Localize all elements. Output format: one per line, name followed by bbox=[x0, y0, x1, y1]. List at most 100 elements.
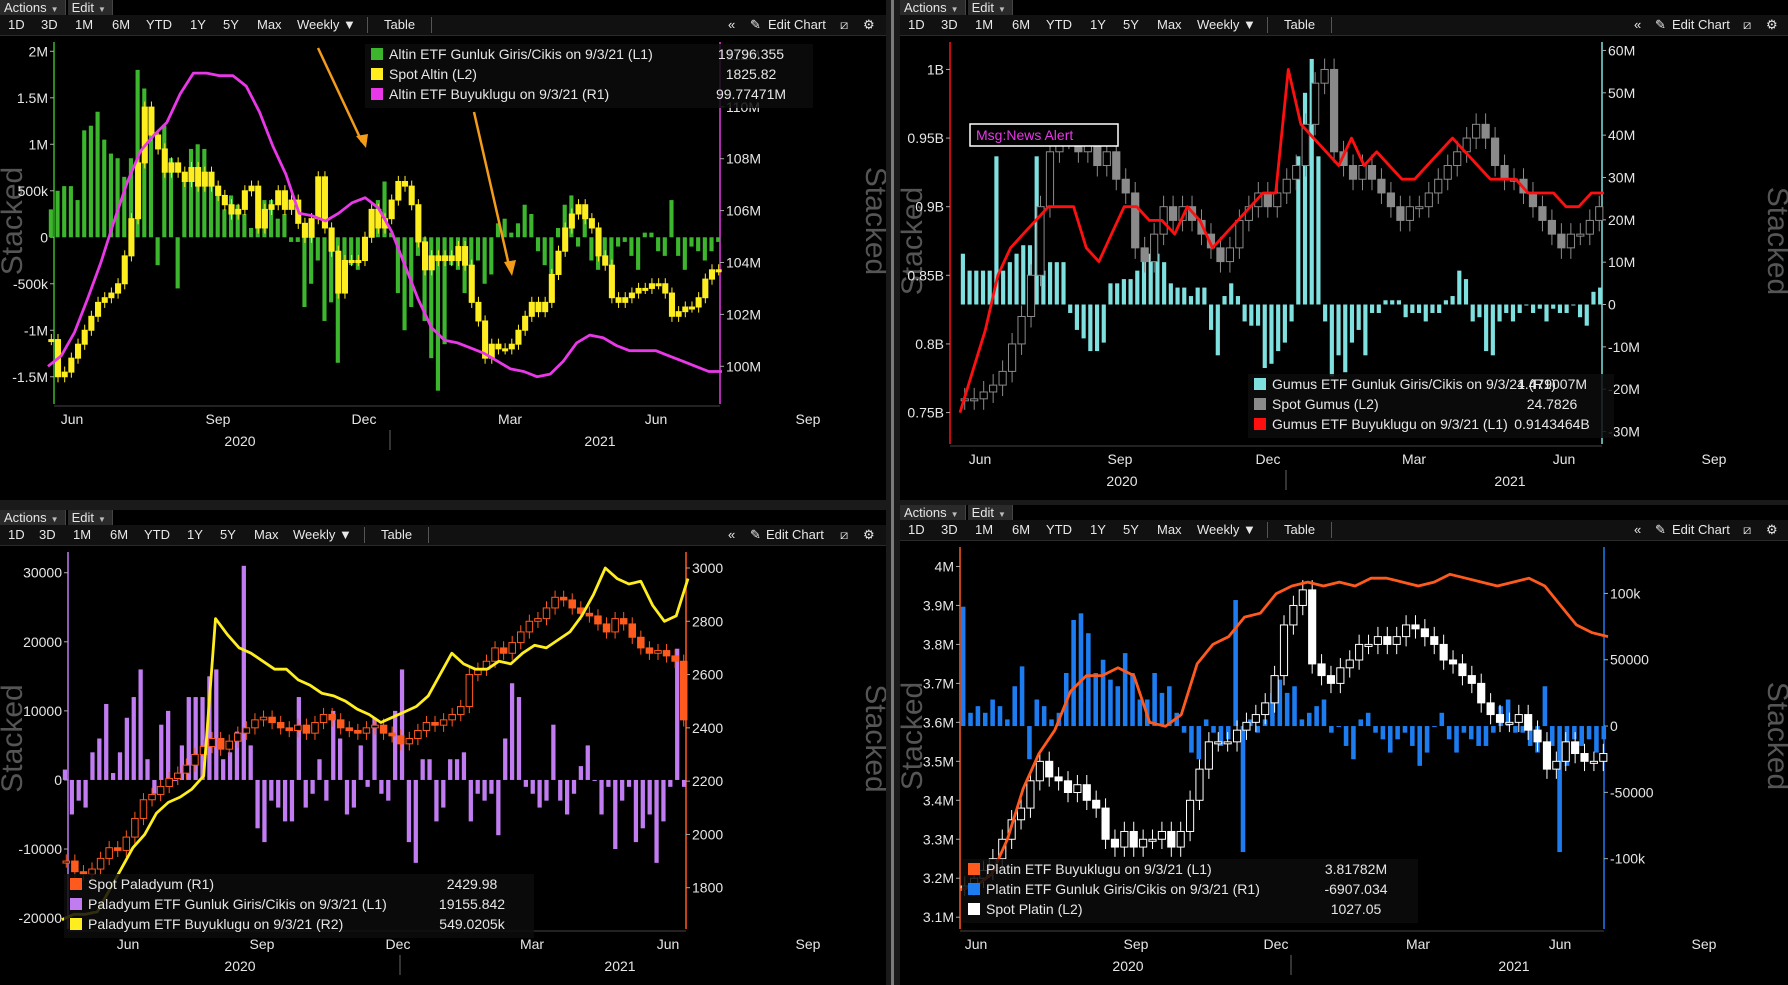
table-button[interactable]: Table bbox=[1267, 522, 1333, 538]
range-1m[interactable]: 1M bbox=[75, 17, 94, 32]
range-5y[interactable]: 5Y bbox=[1123, 17, 1139, 32]
collapse-icon[interactable]: « bbox=[1634, 17, 1642, 32]
price-candle bbox=[1533, 729, 1542, 743]
edit-chart-button[interactable]: Edit Chart bbox=[1672, 522, 1730, 537]
flow-bar bbox=[558, 779, 563, 801]
collapse-icon[interactable]: « bbox=[1634, 522, 1642, 537]
range-ytd[interactable]: YTD bbox=[1046, 17, 1072, 32]
price-candle bbox=[148, 106, 155, 136]
range-1m[interactable]: 1M bbox=[975, 17, 994, 32]
left-axis-tick-label: -20000 bbox=[18, 910, 62, 926]
range-1m[interactable]: 1M bbox=[975, 522, 994, 537]
range-3d[interactable]: 3D bbox=[941, 17, 958, 32]
range-max[interactable]: Max bbox=[1157, 522, 1182, 537]
collapse-icon[interactable]: « bbox=[728, 527, 736, 542]
range-1y[interactable]: 1Y bbox=[187, 527, 203, 542]
range-6m[interactable]: 6M bbox=[1012, 17, 1031, 32]
edit-chart-button[interactable]: Edit Chart bbox=[768, 17, 826, 32]
price-candle bbox=[534, 618, 542, 622]
frequency-dropdown[interactable]: Weekly ▼ bbox=[297, 17, 356, 32]
price-candle bbox=[548, 273, 555, 303]
range-5y[interactable]: 5Y bbox=[223, 17, 239, 32]
flow-bar bbox=[640, 779, 645, 829]
frequency-dropdown[interactable]: Weekly ▼ bbox=[1197, 17, 1256, 32]
range-3d[interactable]: 3D bbox=[39, 527, 56, 542]
flow-bar bbox=[502, 218, 507, 238]
gear-icon[interactable]: ⚙ bbox=[863, 17, 875, 32]
actions-menu[interactable]: Actions ▼ bbox=[0, 0, 66, 15]
gear-icon[interactable]: ⚙ bbox=[1766, 522, 1778, 537]
annotate-icon[interactable]: ⧄ bbox=[840, 527, 849, 542]
range-ytd[interactable]: YTD bbox=[1046, 522, 1072, 537]
frequency-dropdown[interactable]: Weekly ▼ bbox=[293, 527, 352, 542]
range-1m[interactable]: 1M bbox=[73, 527, 92, 542]
range-1y[interactable]: 1Y bbox=[1090, 522, 1106, 537]
table-button[interactable]: Table bbox=[1267, 17, 1333, 33]
price-candle bbox=[1129, 830, 1138, 848]
flow-bar bbox=[496, 779, 501, 836]
flow-bar bbox=[661, 779, 666, 822]
frequency-dropdown[interactable]: Weekly ▼ bbox=[1197, 522, 1256, 537]
range-3d[interactable]: 3D bbox=[941, 522, 958, 537]
price-candle bbox=[81, 329, 88, 345]
range-1d[interactable]: 1D bbox=[908, 17, 925, 32]
range-max[interactable]: Max bbox=[257, 17, 282, 32]
annotate-icon[interactable]: ⧄ bbox=[840, 17, 849, 32]
actions-menu[interactable]: Actions ▼ bbox=[900, 505, 966, 520]
gear-icon[interactable]: ⚙ bbox=[863, 527, 875, 542]
flow-bar bbox=[276, 779, 281, 808]
collapse-icon[interactable]: « bbox=[728, 17, 736, 32]
range-6m[interactable]: 6M bbox=[1012, 522, 1031, 537]
table-button[interactable]: Table bbox=[367, 17, 433, 33]
x-axis-year-label: 2020 bbox=[224, 958, 255, 974]
right-axis-tick-label: 1800 bbox=[692, 880, 723, 896]
flow-bar bbox=[275, 218, 280, 238]
flow-bar bbox=[68, 186, 73, 238]
actions-menu[interactable]: Actions ▼ bbox=[0, 510, 66, 525]
edit-menu[interactable]: Edit ▼ bbox=[967, 0, 1013, 15]
range-5y[interactable]: 5Y bbox=[1123, 522, 1139, 537]
range-ytd[interactable]: YTD bbox=[144, 527, 170, 542]
table-button[interactable]: Table bbox=[364, 527, 430, 543]
legend-swatch bbox=[70, 878, 82, 890]
range-1y[interactable]: 1Y bbox=[190, 17, 206, 32]
horizontal-divider bbox=[900, 500, 1788, 505]
chart-toolbar: 1D 3D 1M 6M YTD 1Y 5Y Max Weekly ▼ Table… bbox=[0, 525, 886, 546]
flow-bar bbox=[1572, 726, 1577, 740]
legend-label: Altin ETF Gunluk Giris/Cikis on 9/3/21 (… bbox=[389, 46, 653, 62]
gear-icon[interactable]: ⚙ bbox=[1766, 17, 1778, 32]
flow-bar bbox=[148, 134, 154, 238]
range-max[interactable]: Max bbox=[254, 527, 279, 542]
vertical-divider-line bbox=[891, 0, 894, 985]
flow-bar bbox=[1513, 726, 1518, 733]
edit-menu[interactable]: Edit ▼ bbox=[67, 0, 113, 15]
x-axis-tick-label: Jun bbox=[965, 936, 988, 952]
annotate-icon[interactable]: ⧄ bbox=[1743, 522, 1752, 537]
range-1d[interactable]: 1D bbox=[8, 17, 25, 32]
range-5y[interactable]: 5Y bbox=[220, 527, 236, 542]
range-1d[interactable]: 1D bbox=[8, 527, 25, 542]
flow-bar bbox=[1074, 304, 1080, 330]
edit-chart-button[interactable]: Edit Chart bbox=[766, 527, 824, 542]
range-1d[interactable]: 1D bbox=[908, 522, 925, 537]
price-candle bbox=[1279, 624, 1289, 677]
platinum-chart-plot: Stacked Stacked 4M 3.9M 3.8M 3.7M 3.6M 3.5M 3.4M… bbox=[900, 547, 1788, 975]
flow-bar bbox=[1240, 726, 1246, 853]
price-candle bbox=[319, 714, 328, 724]
edit-menu[interactable]: Edit ▼ bbox=[967, 505, 1013, 520]
edit-chart-button[interactable]: Edit Chart bbox=[1672, 17, 1730, 32]
flow-bar bbox=[1203, 719, 1209, 727]
price-candle bbox=[62, 860, 71, 864]
actions-menu[interactable]: Actions ▼ bbox=[900, 0, 966, 15]
range-6m[interactable]: 6M bbox=[112, 17, 131, 32]
flow-bar bbox=[696, 237, 701, 252]
range-1y[interactable]: 1Y bbox=[1090, 17, 1106, 32]
range-max[interactable]: Max bbox=[1157, 17, 1182, 32]
flow-bar bbox=[182, 181, 187, 238]
edit-menu[interactable]: Edit ▼ bbox=[67, 510, 113, 525]
flow-bar bbox=[968, 712, 973, 727]
annotate-icon[interactable]: ⧄ bbox=[1743, 17, 1752, 32]
range-ytd[interactable]: YTD bbox=[146, 17, 172, 32]
range-6m[interactable]: 6M bbox=[110, 527, 129, 542]
range-3d[interactable]: 3D bbox=[41, 17, 58, 32]
